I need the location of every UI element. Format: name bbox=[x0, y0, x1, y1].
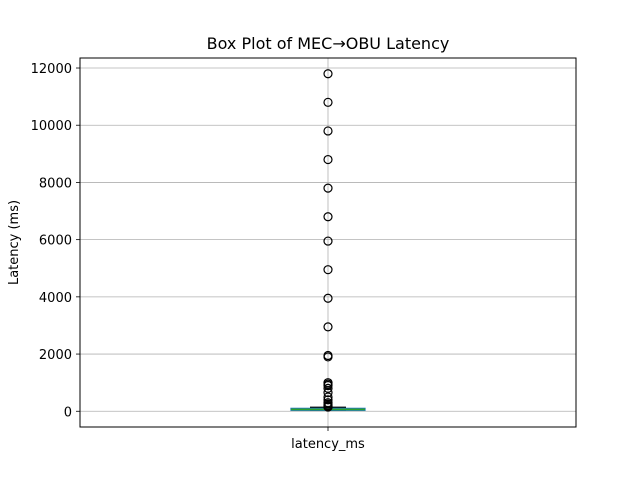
outlier-layer bbox=[323, 69, 333, 412]
outlier-point bbox=[323, 322, 333, 332]
outlier-point bbox=[323, 236, 333, 246]
outlier-point bbox=[323, 380, 333, 391]
outlier-point bbox=[323, 388, 333, 398]
y-tick-label: 12000 bbox=[31, 62, 72, 77]
x-tick-layer: latency_ms bbox=[291, 427, 365, 452]
outlier-point bbox=[323, 265, 333, 275]
outlier-point bbox=[323, 212, 333, 222]
y-tick-label: 10000 bbox=[31, 119, 72, 134]
y-tick-label: 2000 bbox=[39, 348, 72, 363]
outlier-point bbox=[323, 97, 333, 107]
outlier-point bbox=[323, 154, 333, 165]
y-tick-layer: 0 2000 4000 6000 8000 10000 12000 bbox=[31, 62, 80, 420]
y-tick-label: 4000 bbox=[39, 291, 72, 306]
x-tick-label: latency_ms bbox=[291, 437, 365, 452]
y-tick-label: 0 bbox=[64, 405, 72, 420]
outlier-point bbox=[323, 402, 333, 412]
y-axis-label: Latency (ms) bbox=[7, 200, 22, 285]
y-tick-label: 8000 bbox=[39, 176, 72, 191]
grid-layer bbox=[80, 58, 576, 427]
outlier-point bbox=[323, 293, 333, 303]
outlier-point bbox=[323, 126, 333, 136]
chart-title: Box Plot of MEC→OBU Latency bbox=[207, 34, 450, 53]
outlier-point bbox=[323, 69, 333, 79]
outlier-point bbox=[323, 183, 333, 193]
y-tick-label: 6000 bbox=[39, 234, 72, 249]
outlier-point bbox=[323, 352, 333, 362]
outlier-point bbox=[323, 395, 333, 405]
